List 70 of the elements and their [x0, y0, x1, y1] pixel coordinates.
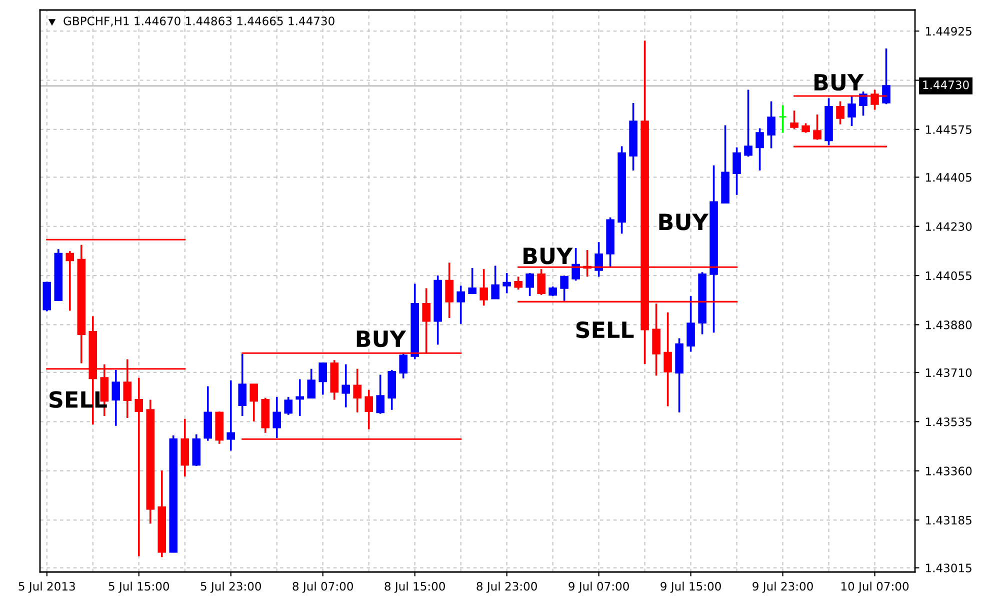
- candlestick: [66, 250, 74, 312]
- candlestick: [342, 363, 350, 408]
- annotation: BUY: [524, 248, 573, 264]
- x-tick-label: 9 Jul 15:00: [660, 582, 721, 593]
- candlestick: [456, 284, 465, 325]
- candlestick: [732, 146, 741, 196]
- y-tick-label: 1.43535: [926, 417, 972, 426]
- candlestick: [848, 95, 856, 127]
- candlestick: [594, 241, 603, 278]
- annotation: BUY: [356, 330, 406, 348]
- candlestick: [790, 110, 798, 130]
- candlestick: [134, 376, 144, 558]
- x-tick-label: 5 Jul 2013: [18, 582, 75, 593]
- candlestick: [882, 48, 890, 106]
- candlestick: [284, 396, 292, 416]
- candlestick: [560, 274, 568, 302]
- candlestick: [778, 104, 787, 134]
- annotation: BUY: [659, 214, 709, 230]
- y-tick-label: 1.43710: [926, 368, 972, 378]
- candlestick: [272, 396, 282, 439]
- x-tick-label: 5 Jul 23:00: [200, 582, 261, 593]
- y-tick-label: 1.43360: [926, 466, 972, 476]
- candlestick: [548, 286, 557, 297]
- candlestick: [756, 127, 764, 172]
- ref-line-label: 1.44730: [923, 80, 969, 90]
- candlestick: [859, 90, 868, 117]
- y-tick-label: 1.44575: [926, 125, 972, 134]
- candlestick: [399, 352, 408, 380]
- y-tick-label: 1.43185: [926, 516, 972, 525]
- y-tick-label: 1.43015: [926, 564, 972, 572]
- text: GBPCHF,H1 1.44670 1.44863 1.44665 1.44730: [64, 16, 334, 27]
- candlestick: [468, 267, 476, 295]
- x-tick-label: 10 Jul 07:00: [841, 582, 909, 593]
- candlestick: [572, 247, 580, 282]
- y-tick-label: 1.44230: [926, 222, 972, 231]
- x-tick-label: 8 Jul 15:00: [384, 582, 445, 593]
- candlestick: [526, 272, 534, 297]
- annotation: SELL: [576, 321, 634, 338]
- y-tick-label: 1.44405: [926, 173, 972, 182]
- candlestick: [364, 389, 373, 430]
- candlestick: [836, 100, 844, 126]
- candlestick: [686, 295, 695, 353]
- candlestick: [353, 368, 362, 414]
- candlestick: [307, 368, 316, 399]
- y-tick-label: 1.43880: [926, 320, 972, 330]
- candlestick: [445, 262, 454, 319]
- candlestick: [296, 378, 304, 417]
- candlestick: [318, 362, 327, 396]
- candlestick: [491, 264, 500, 300]
- candlestick: [767, 100, 776, 150]
- candlestick: [744, 88, 752, 158]
- candlestick: [813, 114, 822, 141]
- x-tick-label: 8 Jul 07:00: [292, 582, 353, 593]
- x-tick-label: 5 Jul 15:00: [108, 582, 170, 593]
- candlestick: [664, 311, 672, 408]
- x-tick-label: 8 Jul 23:00: [476, 582, 537, 593]
- x-tick-label: 9 Jul 07:00: [568, 582, 629, 593]
- candlestick: [238, 353, 247, 417]
- x-tick-label: 9 Jul 23:00: [752, 582, 813, 593]
- candlestick: [802, 122, 810, 134]
- candlestick: [250, 383, 258, 422]
- candlestick: [514, 276, 522, 290]
- candlestick: [502, 272, 511, 294]
- candlestick: [112, 369, 120, 427]
- candlestick: [226, 379, 236, 452]
- annotation: BUY: [814, 74, 864, 91]
- y-tick-label: 1.44055: [926, 271, 972, 280]
- candlestick: [480, 268, 488, 307]
- candlestick: [376, 374, 384, 415]
- y-tick-label: 1.44925: [926, 26, 972, 36]
